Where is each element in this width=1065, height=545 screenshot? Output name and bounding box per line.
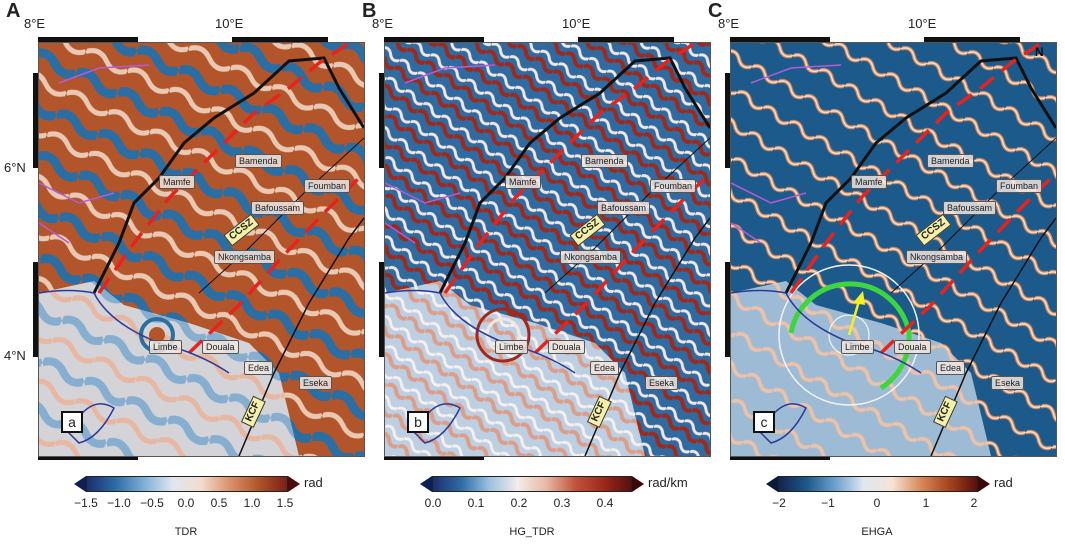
frame-segment [379, 262, 384, 357]
panel-letter: C [708, 0, 723, 22]
lon-label-8e: 8°E [372, 16, 394, 31]
lat-label-6n: 6°N [4, 160, 26, 175]
colorbar-tick: 2 [970, 496, 978, 510]
colorbar-title: HG_TDR [509, 526, 555, 538]
frame-segment [384, 455, 484, 460]
city-edea: Edea [590, 361, 620, 375]
city-limbe: Limbe [841, 340, 874, 354]
hg-tdr-map-canvas [385, 43, 710, 456]
frame-segment [38, 455, 138, 460]
lat-label-4n: 4°N [4, 348, 26, 363]
city-mamfe: Mamfe [505, 175, 541, 189]
cbar-arrow-left [766, 476, 778, 492]
panel-sublabel: a [61, 411, 83, 433]
frame-segment [33, 262, 38, 357]
cbar-arrow-left [420, 476, 432, 492]
city-bafoussam: Bafoussam [597, 201, 651, 215]
colorbar-unit: rad [304, 475, 323, 490]
colorbar-tick: 1 [922, 496, 930, 510]
colorbar-unit: rad [994, 475, 1013, 490]
city-edea: Edea [936, 361, 966, 375]
frame-segment [730, 37, 830, 42]
colorbar-tick: 1.0 [243, 496, 261, 510]
city-mamfe: Mamfe [851, 175, 887, 189]
colorbar-tick: 0 [873, 496, 881, 510]
panel-sublabel: b [407, 411, 429, 433]
city-mamfe: Mamfe [159, 175, 195, 189]
city-bafoussam: Bafoussam [251, 201, 305, 215]
city-foumban: Foumban [996, 179, 1043, 193]
panel-sublabel: c [753, 411, 775, 433]
north-arrow-label: N [1035, 45, 1044, 59]
city-foumban: Foumban [304, 179, 351, 193]
tdr-colorbar [86, 476, 288, 492]
city-bafoussam: Bafoussam [943, 201, 997, 215]
frame-segment [33, 73, 38, 168]
colorbar-tick: −0.5 [140, 496, 164, 510]
colorbar-tick: 0.1 [467, 496, 485, 510]
ehga-colorbar [778, 476, 978, 492]
city-eseka: Eseka [991, 376, 1025, 390]
colorbar-title: EHGA [861, 526, 893, 538]
ehga-map-canvas [731, 43, 1056, 456]
colorbar-tick: 0.2 [510, 496, 528, 510]
colorbar-title: TDR [174, 526, 198, 538]
colorbar-tick: 0.3 [553, 496, 571, 510]
frame-segment [725, 73, 730, 168]
lon-label-10e: 10°E [562, 16, 591, 31]
frame-segment [38, 37, 138, 42]
colorbar-tick: 0.5 [210, 496, 228, 510]
cbar-arrow-right [288, 476, 300, 492]
colorbar-tick: −1.0 [107, 496, 131, 510]
city-bamenda: Bamenda [235, 154, 282, 168]
city-nkongsamba: Nkongsamba [906, 250, 968, 264]
hg-tdr-map: Bamenda Mamfe Foumban Bafoussam CCSZ Nko… [384, 42, 711, 457]
city-foumban: Foumban [650, 179, 697, 193]
city-douala: Douala [202, 340, 239, 354]
city-limbe: Limbe [495, 340, 528, 354]
cbar-arrow-right [632, 476, 644, 492]
colorbar-tick: 1.5 [276, 496, 294, 510]
colorbar-tick: 0.0 [177, 496, 195, 510]
frame-segment [232, 37, 328, 42]
city-eseka: Eseka [645, 376, 679, 390]
frame-segment [379, 73, 384, 168]
ehga-map: Bamenda Mamfe Foumban Bafoussam CCSZ Nko… [730, 42, 1057, 457]
panel-letter: A [6, 0, 21, 22]
city-nkongsamba: Nkongsamba [214, 250, 276, 264]
city-bamenda: Bamenda [927, 154, 974, 168]
frame-segment [730, 455, 830, 460]
colorbar-tick: 0.4 [596, 496, 614, 510]
colorbar-unit: rad/km [648, 475, 688, 490]
city-bamenda: Bamenda [581, 154, 628, 168]
city-eseka: Eseka [299, 376, 333, 390]
frame-segment [384, 37, 484, 42]
colorbar-tick: −2 [772, 496, 786, 510]
hg-tdr-colorbar [432, 476, 632, 492]
city-douala: Douala [894, 340, 931, 354]
city-nkongsamba: Nkongsamba [560, 250, 622, 264]
city-edea: Edea [244, 361, 274, 375]
frame-segment [725, 262, 730, 357]
panel-letter: B [362, 0, 377, 22]
lon-label-10e: 10°E [215, 16, 244, 31]
colorbar-tick: −1 [821, 496, 835, 510]
lon-label-8e: 8°E [718, 16, 740, 31]
cbar-arrow-left [74, 476, 86, 492]
colorbar-tick: 0.0 [424, 496, 442, 510]
cbar-arrow-right [978, 476, 990, 492]
lon-label-10e: 10°E [908, 16, 937, 31]
city-limbe: Limbe [149, 340, 182, 354]
frame-segment [924, 37, 1020, 42]
colorbar-tick: −1.5 [74, 496, 98, 510]
tdr-map: Bamenda Mamfe Foumban Bafoussam CCSZ Nko… [38, 42, 365, 457]
frame-segment [578, 37, 674, 42]
tdr-map-canvas [39, 43, 364, 456]
city-douala: Douala [548, 340, 585, 354]
lon-label-8e: 8°E [24, 16, 46, 31]
